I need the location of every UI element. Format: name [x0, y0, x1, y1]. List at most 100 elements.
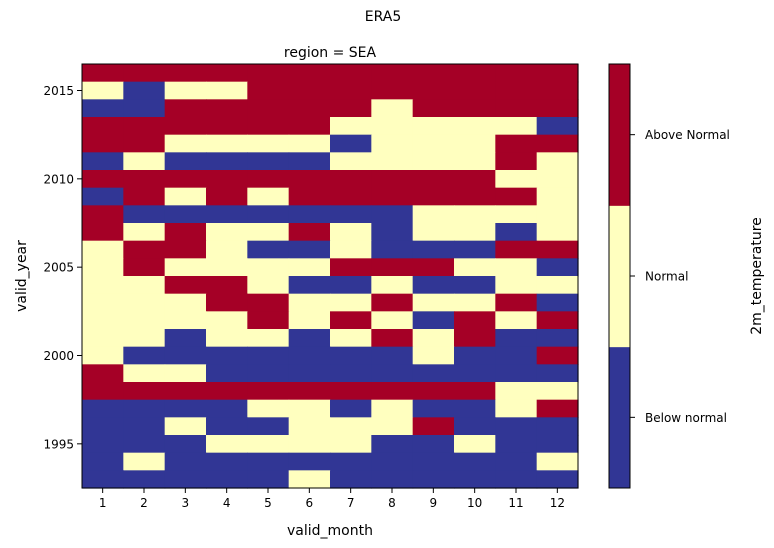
heatmap-cell: [247, 293, 290, 312]
heatmap-cell: [123, 134, 166, 153]
heatmap-cell: [330, 170, 372, 189]
heatmap-cell: [288, 470, 331, 489]
heatmap-cell: [412, 293, 455, 312]
heatmap-cell: [164, 117, 207, 136]
heatmap-cell: [247, 134, 290, 153]
heatmap-cell: [330, 276, 372, 295]
heatmap-cell: [206, 152, 248, 171]
heatmap-cell: [206, 99, 248, 118]
x-tick-label: 5: [264, 496, 272, 510]
heatmap-cell: [123, 152, 166, 171]
heatmap-cell: [536, 293, 579, 312]
heatmap-cell: [536, 64, 579, 83]
heatmap-cell: [330, 399, 372, 418]
heatmap-cell: [288, 223, 331, 242]
heatmap-cells: [82, 64, 579, 489]
heatmap-cell: [164, 399, 207, 418]
x-tick-label: 6: [306, 496, 314, 510]
heatmap-cell: [247, 152, 290, 171]
heatmap-cell: [495, 399, 538, 418]
heatmap-cell: [536, 117, 579, 136]
heatmap-cell: [82, 417, 124, 436]
heatmap-cell: [330, 382, 372, 401]
heatmap-cell: [536, 364, 579, 383]
heatmap-cell: [454, 346, 496, 365]
x-axis-label: valid_month: [287, 523, 373, 539]
heatmap-cell: [495, 364, 538, 383]
heatmap-cell: [330, 187, 372, 206]
heatmap-cell: [536, 258, 579, 277]
chart-title: region = SEA: [284, 45, 377, 61]
heatmap-cell: [123, 293, 166, 312]
heatmap-cell: [536, 346, 579, 365]
heatmap-cell: [495, 99, 538, 118]
heatmap-cell: [123, 99, 166, 118]
heatmap-cell: [82, 99, 124, 118]
heatmap-cell: [206, 223, 248, 242]
heatmap-cell: [123, 364, 166, 383]
heatmap-cell: [164, 311, 207, 330]
heatmap-cell: [330, 364, 372, 383]
heatmap-cell: [454, 240, 496, 259]
x-tick-label: 3: [182, 496, 190, 510]
heatmap-cell: [495, 134, 538, 153]
heatmap-cell: [371, 223, 414, 242]
y-axis: 1995 2000 2005 2010 2015: [43, 84, 82, 451]
heatmap-cell: [536, 382, 579, 401]
heatmap-cell: [206, 64, 248, 83]
heatmap-cell: [164, 452, 207, 471]
heatmap-cell: [495, 417, 538, 436]
heatmap-cell: [495, 452, 538, 471]
x-tick-label: 7: [347, 496, 355, 510]
heatmap-cell: [412, 99, 455, 118]
heatmap-cell: [371, 152, 414, 171]
heatmap-cell: [454, 417, 496, 436]
heatmap-cell: [247, 417, 290, 436]
heatmap-cell: [123, 329, 166, 348]
heatmap-cell: [123, 64, 166, 83]
heatmap-cell: [82, 311, 124, 330]
heatmap-cell: [123, 240, 166, 259]
heatmap-cell: [206, 364, 248, 383]
y-tick-label: 2015: [43, 84, 74, 98]
heatmap-cell: [288, 311, 331, 330]
heatmap-cell: [371, 205, 414, 224]
heatmap-cell: [412, 452, 455, 471]
heatmap-cell: [247, 399, 290, 418]
heatmap-cell: [82, 258, 124, 277]
heatmap-cell: [164, 293, 207, 312]
heatmap-cell: [123, 81, 166, 100]
heatmap-cell: [412, 134, 455, 153]
heatmap-cell: [247, 205, 290, 224]
heatmap-cell: [247, 329, 290, 348]
heatmap-cell: [454, 364, 496, 383]
heatmap-cell: [330, 293, 372, 312]
x-tick-label: 9: [430, 496, 438, 510]
heatmap-cell: [82, 364, 124, 383]
heatmap-cell: [454, 399, 496, 418]
heatmap-cell: [164, 417, 207, 436]
heatmap-cell: [536, 81, 579, 100]
heatmap-cell: [288, 117, 331, 136]
heatmap-cell: [454, 99, 496, 118]
heatmap-cell: [82, 205, 124, 224]
heatmap-cell: [82, 117, 124, 136]
heatmap-cell: [123, 452, 166, 471]
heatmap-cell: [123, 417, 166, 436]
heatmap-cell: [495, 293, 538, 312]
colorbar-segment: [609, 205, 630, 348]
heatmap-cell: [330, 117, 372, 136]
heatmap-cell: [288, 382, 331, 401]
heatmap-cell: [412, 276, 455, 295]
heatmap-cell: [247, 223, 290, 242]
heatmap-cell: [536, 170, 579, 189]
heatmap-cell: [412, 364, 455, 383]
heatmap-cell: [82, 276, 124, 295]
heatmap-cell: [330, 223, 372, 242]
heatmap-cell: [454, 435, 496, 454]
heatmap-cell: [206, 134, 248, 153]
heatmap-cell: [454, 470, 496, 489]
heatmap-cell: [536, 276, 579, 295]
heatmap-cell: [206, 417, 248, 436]
